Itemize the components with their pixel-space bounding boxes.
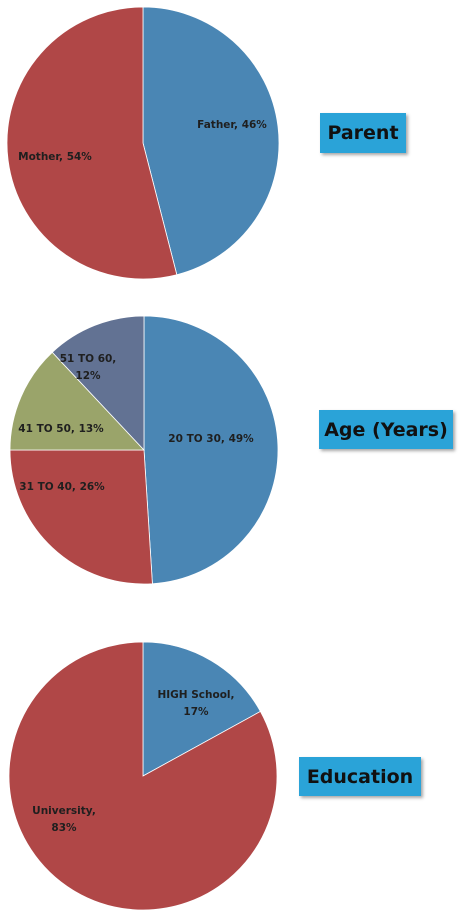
pie-chart-2: HIGH School, 17% University, 83% xyxy=(8,641,278,911)
pie-slice xyxy=(9,449,153,585)
slice-label: University, 83% xyxy=(32,805,96,834)
pie-slice xyxy=(143,315,279,585)
chart-title-education: Education xyxy=(299,757,421,796)
slice-label: 41 TO 50, 13% xyxy=(18,423,104,435)
slice-label: Father, 46% xyxy=(197,119,267,131)
pie-slice xyxy=(9,351,145,451)
pie-chart-1: 20 TO 30, 49% 31 TO 40, 26% 41 TO 50, 13% 5… xyxy=(9,315,279,585)
pie-slice xyxy=(51,315,145,452)
chart-title-parent: Parent xyxy=(320,113,406,153)
pie-slice xyxy=(142,641,261,777)
pie-chart-0: Father, 46% Mother, 54% xyxy=(6,6,280,280)
slice-label: HIGH School, 17% xyxy=(157,689,234,718)
slice-label: 20 TO 30, 49% xyxy=(168,433,254,445)
slice-label: Mother, 54% xyxy=(18,151,92,163)
pie-slice xyxy=(142,6,280,276)
slice-label: 31 TO 40, 26% xyxy=(19,481,105,493)
pie-slice xyxy=(6,6,178,280)
slice-label: 51 TO 60, 12% xyxy=(60,353,117,382)
pie-slice xyxy=(8,641,278,911)
chart-title-age: Age (Years) xyxy=(319,410,453,449)
